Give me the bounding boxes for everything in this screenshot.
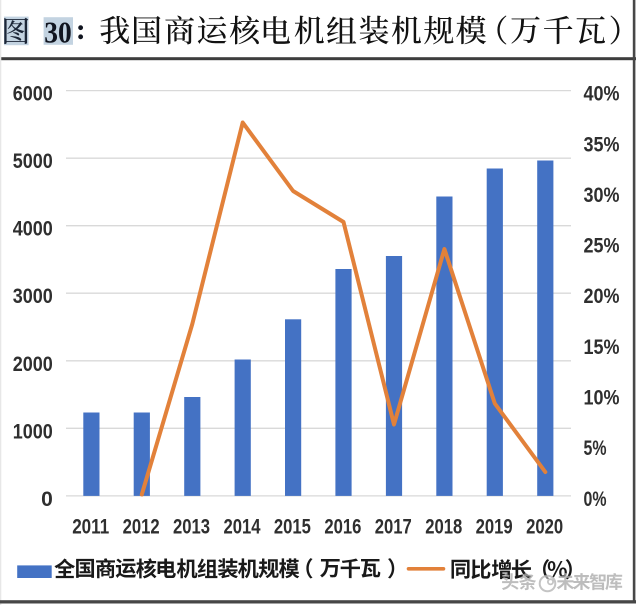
svg-text:2012: 2012 — [123, 516, 160, 539]
svg-text:2019: 2019 — [476, 516, 513, 539]
svg-text:30: 30 — [44, 15, 72, 50]
svg-text:15%: 15% — [584, 336, 620, 359]
svg-text:10%: 10% — [584, 387, 620, 410]
svg-text:0: 0 — [41, 488, 53, 511]
svg-text:2017: 2017 — [375, 516, 412, 539]
svg-text:2015: 2015 — [274, 516, 311, 539]
svg-text:2011: 2011 — [72, 516, 109, 539]
svg-text:0%: 0% — [584, 488, 607, 511]
svg-text:40%: 40% — [584, 83, 620, 106]
svg-text:30%: 30% — [584, 184, 620, 207]
svg-text:20%: 20% — [584, 285, 620, 308]
svg-text:2014: 2014 — [223, 516, 260, 539]
svg-text:2020: 2020 — [526, 516, 563, 539]
svg-text:5%: 5% — [584, 437, 607, 460]
svg-text:2013: 2013 — [173, 516, 210, 539]
svg-text::: : — [76, 13, 86, 46]
svg-text:3000: 3000 — [13, 285, 53, 308]
svg-text:1000: 1000 — [13, 420, 53, 443]
svg-text:2018: 2018 — [425, 516, 462, 539]
svg-text:2016: 2016 — [324, 516, 361, 539]
svg-text:2000: 2000 — [13, 353, 53, 376]
svg-text:35%: 35% — [584, 133, 620, 156]
svg-text:25%: 25% — [584, 235, 620, 258]
svg-text:6000: 6000 — [13, 83, 53, 106]
svg-text:4000: 4000 — [13, 218, 53, 241]
svg-text:5000: 5000 — [13, 150, 53, 173]
